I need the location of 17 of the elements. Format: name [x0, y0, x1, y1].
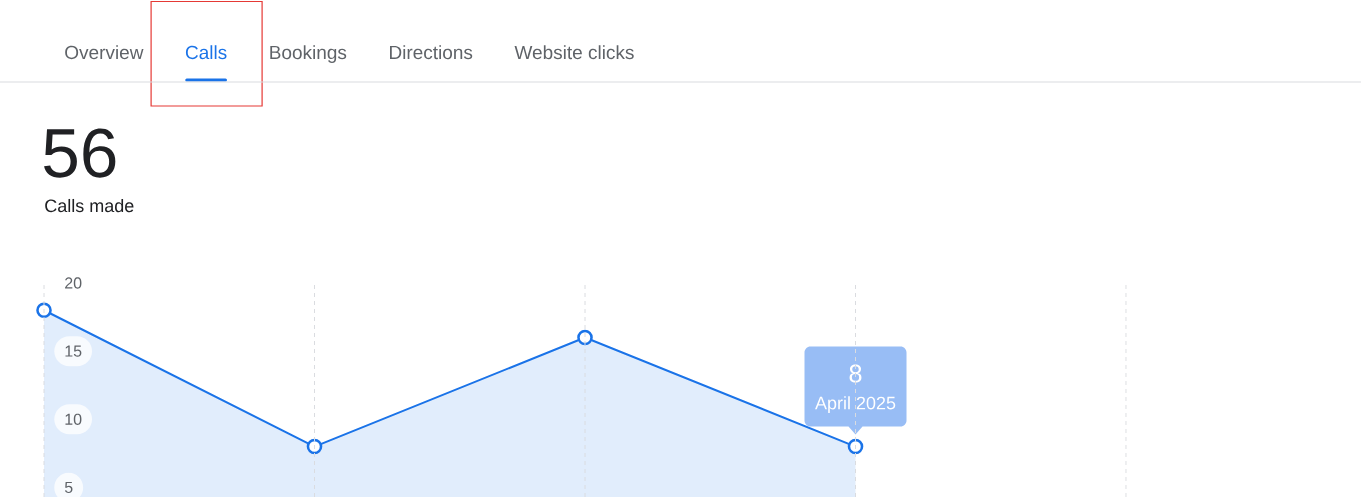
text: Overview	[65, 45, 144, 60]
data-label: 8	[849, 364, 862, 383]
point	[847, 438, 864, 455]
y-tick-label: 5	[64, 481, 73, 494]
text: Bookings	[270, 45, 347, 63]
text: Website clicks	[514, 45, 634, 60]
chart-subtitle: Calls made	[45, 198, 134, 213]
annotation: April 2025	[815, 396, 896, 413]
point	[306, 438, 323, 455]
y-tick-label: 15	[65, 345, 82, 357]
point	[577, 329, 593, 346]
text: Calls	[185, 45, 227, 60]
y-tick-label: 20	[65, 277, 82, 289]
text: Directions	[390, 45, 473, 60]
y-tick-label: 10	[65, 413, 82, 425]
point	[36, 302, 52, 319]
chart-title: 56	[44, 128, 116, 178]
